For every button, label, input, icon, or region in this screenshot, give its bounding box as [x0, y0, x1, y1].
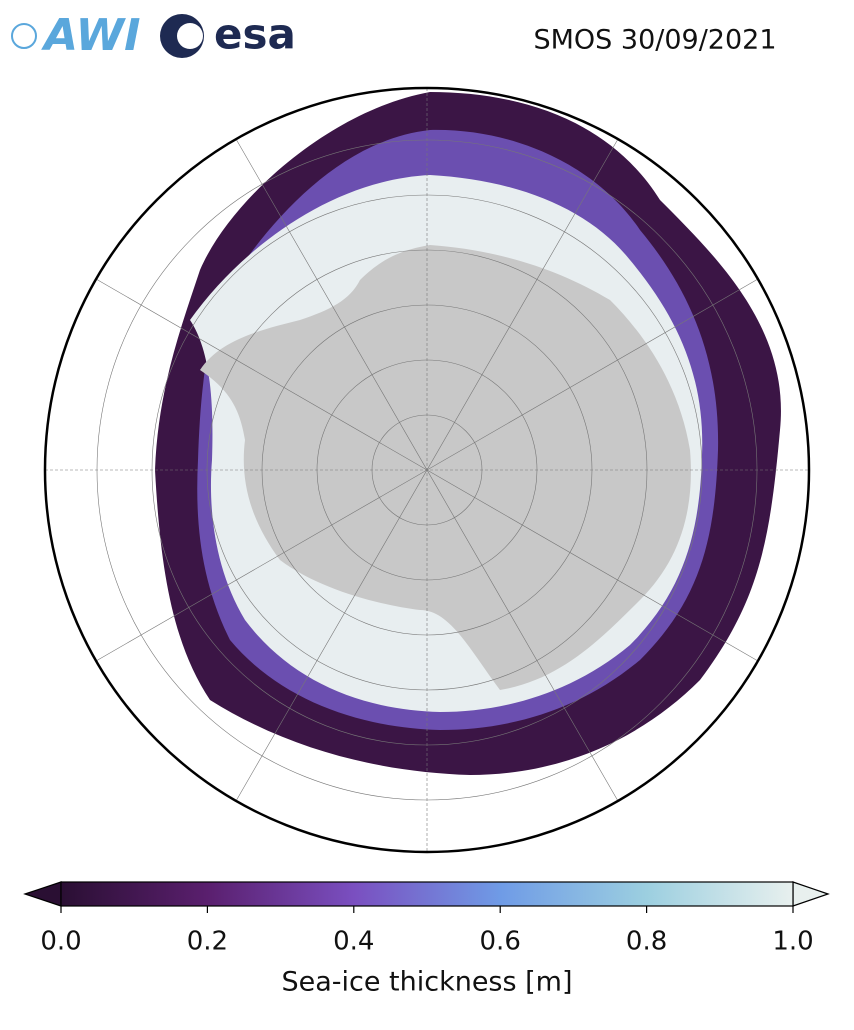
- logo-awi-text: AWI: [41, 10, 141, 61]
- colorbar-tick-label: 0.0: [40, 927, 81, 957]
- continent: [200, 245, 691, 690]
- graticule: [45, 88, 809, 852]
- title: SMOS 30/09/2021: [533, 25, 776, 56]
- logo-esa: esa: [160, 10, 296, 59]
- colorbar-extend-low: [23, 881, 62, 907]
- colorbar-tick-label: 0.8: [626, 927, 667, 957]
- colorbar-tick-label: 0.6: [480, 927, 521, 957]
- colorbar-tick-label: 1.0: [772, 927, 813, 957]
- map-frame: [43, 86, 811, 854]
- colorbar-tick-label: 0.2: [187, 927, 228, 957]
- colorbar-tick-label: 0.4: [333, 927, 374, 957]
- colorbar-label: Sea-ice thickness [m]: [281, 967, 572, 998]
- logo-awi: AWI: [11, 10, 141, 61]
- colorbar-extend-high: [792, 881, 830, 907]
- colorbar: 0.0 0.2 0.4 0.6 0.8 1.0: [23, 881, 830, 957]
- logo-esa-text: esa: [214, 10, 296, 59]
- colorbar-body: [60, 881, 794, 907]
- map: [45, 88, 809, 852]
